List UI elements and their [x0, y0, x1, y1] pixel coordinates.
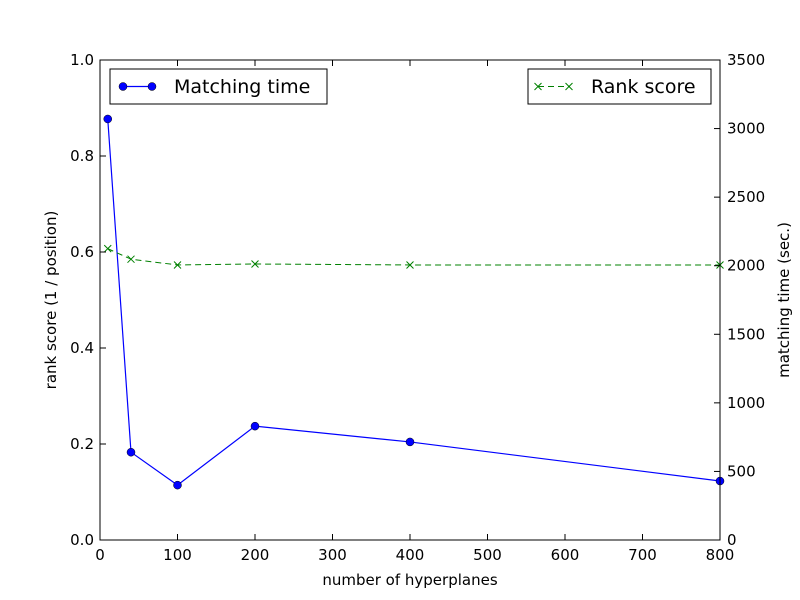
legend-label-matching-time: Matching time: [174, 76, 310, 98]
series-line-matching-time: [107, 118, 721, 486]
x-tick-label: 0: [95, 546, 105, 564]
data-point-rank-score: [127, 255, 135, 264]
x-tick-label: 100: [163, 546, 192, 564]
data-point-rank-score: [406, 261, 414, 269]
x-tick-label: 500: [473, 546, 502, 564]
right-tick-label: 2500: [727, 188, 765, 206]
legend-rank-score: Rank score: [527, 68, 712, 105]
data-point-matching-time: [126, 447, 136, 457]
series-layer: [103, 114, 725, 490]
x-tick-label: 600: [551, 546, 580, 564]
left-tick-label: 0.2: [70, 435, 94, 453]
right-tick-label: 1000: [727, 394, 765, 412]
legend-label-rank-score: Rank score: [591, 76, 696, 98]
right-tick-label: 0: [727, 531, 737, 549]
right-tick-label: 1500: [727, 325, 765, 343]
right-axis-label: matching time (sec.): [775, 222, 793, 378]
left-tick-label: 0.0: [70, 531, 94, 549]
x-tick-label: 300: [318, 546, 347, 564]
data-point-rank-score: [173, 261, 182, 269]
right-tick-label: 3500: [727, 51, 765, 69]
x-tick-label: 700: [628, 546, 657, 564]
data-point-rank-score: [251, 260, 259, 268]
x-tick-label: 400: [396, 546, 425, 564]
data-point-matching-time: [103, 114, 112, 124]
left-tick-label: 1.0: [70, 51, 94, 69]
legend-marker-rank-score: [565, 82, 573, 91]
left-tick-label: 0.4: [70, 339, 94, 357]
plot-area: [100, 60, 720, 540]
right-tick-label: 500: [727, 462, 756, 480]
left-tick-label: 0.8: [70, 147, 94, 165]
x-tick-label: 800: [706, 546, 735, 564]
x-tick-label: 200: [241, 546, 270, 564]
data-point-matching-time: [173, 480, 182, 490]
left-axis-label: rank score (1 / position): [42, 211, 60, 390]
x-axis-label: number of hyperplanes: [322, 571, 497, 589]
series-line-rank-score: [107, 248, 720, 266]
legend-marker-matching-time: [118, 82, 128, 91]
left-tick-label: 0.6: [70, 243, 94, 261]
right-tick-label: 2000: [727, 257, 765, 275]
legend-marker-rank-score: [534, 82, 542, 91]
legend-matching-time: Matching time: [109, 68, 328, 105]
right-tick-label: 3000: [727, 120, 765, 138]
data-point-matching-time: [405, 437, 415, 447]
ticks-layer: 0 100 200 300 400 500 600 700 800 0.0 0.2 0.4 0.6 0.8…: [70, 51, 765, 564]
legend-marker-matching-time: [147, 82, 157, 91]
data-point-rank-score: [103, 244, 112, 253]
data-point-matching-time: [250, 421, 260, 431]
